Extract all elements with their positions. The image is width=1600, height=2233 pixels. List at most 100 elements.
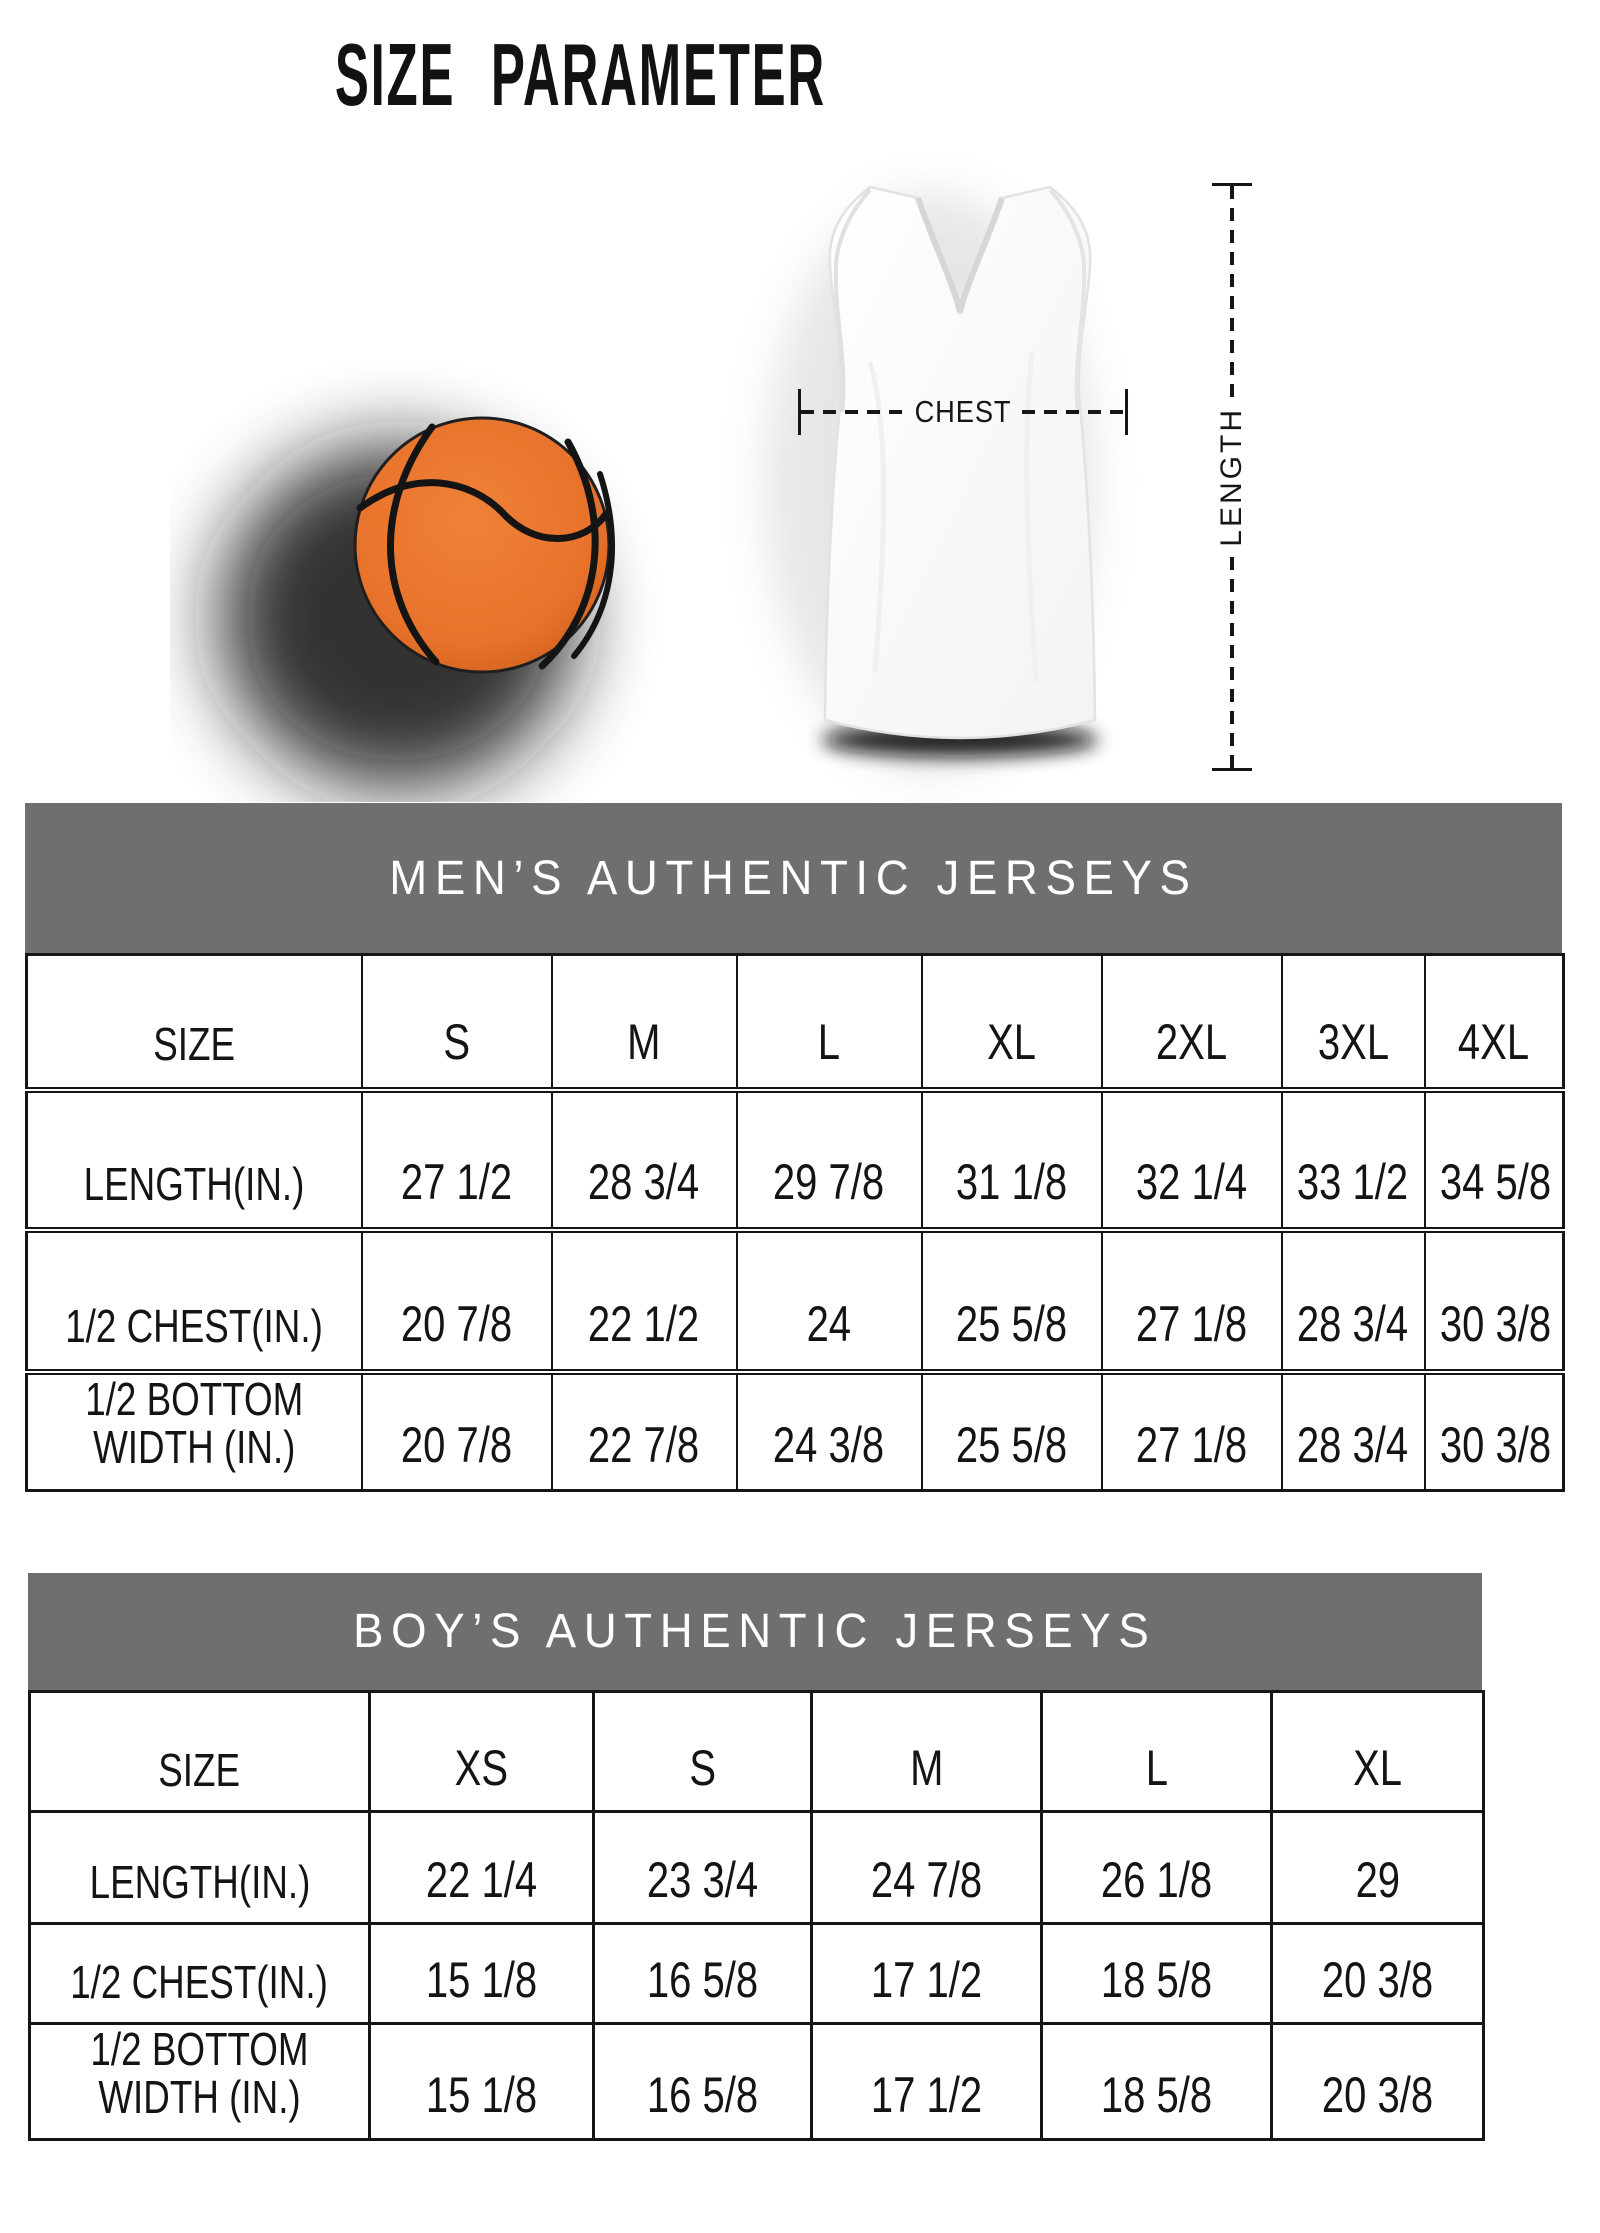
boys-size-header-row: SIZE XS S M L XL: [28, 1690, 1485, 1813]
mens-row-2-value-3-text: 25 5/8: [955, 1416, 1068, 1473]
mens-row-1-value-0: 20 7/8: [360, 1226, 553, 1373]
page-title-text: SIZE PARAMETER: [334, 25, 826, 124]
mens-row-0-value-4: 32 1/4: [1100, 1086, 1283, 1231]
boys-row-1-label: 1/2 CHEST(IN.): [28, 1922, 371, 2025]
page-title: SIZE PARAMETER: [0, 24, 1160, 124]
length-top-tick: [1212, 183, 1252, 186]
length-dashed-line-top: [1230, 186, 1234, 398]
boys-size-cell-s: S: [592, 1690, 813, 1813]
length-bottom-tick: [1212, 768, 1252, 771]
boys-row-1-value-1-text: 16 5/8: [646, 1951, 759, 2008]
mens-data-row-1: 1/2 CHEST(IN.) 20 7/8 22 1/2 24 25 5/8 27 1/8…: [25, 1226, 1565, 1373]
mens-row-2-value-2-text: 24 3/8: [773, 1416, 885, 1473]
boys-row-0-label-text: LENGTH(IN.): [89, 1855, 310, 1908]
boys-row-1-value-2-text: 17 1/2: [870, 1951, 983, 2008]
boys-size-cell-l-text: L: [1145, 1739, 1168, 1796]
mens-data-row-2: 1/2 BOTTOM WIDTH (IN.) 20 7/8 22 7/8 24 3/8…: [25, 1368, 1565, 1492]
mens-size-label: SIZE: [25, 953, 363, 1091]
boys-row-1-value-2: 17 1/2: [810, 1922, 1043, 2025]
mens-row-1-value-2: 24: [735, 1226, 923, 1373]
boys-row-1-value-1: 16 5/8: [592, 1922, 813, 2025]
mens-row-2-value-4-text: 27 1/8: [1135, 1416, 1248, 1473]
boys-size-cell-xl-text: XL: [1353, 1739, 1402, 1796]
mens-row-2-value-0: 20 7/8: [360, 1368, 553, 1492]
boys-row-2-value-3-text: 18 5/8: [1100, 2067, 1213, 2124]
mens-size-table: SIZE S M L XL 2XL 3XL 4XL LENGTH(IN.) 27 1/2 28 3/…: [25, 953, 1565, 1493]
mens-row-0-value-6-text: 34 5/8: [1439, 1154, 1551, 1210]
boys-row-0-value-4: 29: [1270, 1810, 1485, 1925]
mens-row-2-value-6: 30 3/8: [1423, 1368, 1565, 1492]
boys-row-0-value-1-text: 23 3/4: [646, 1851, 759, 1908]
boys-size-cell-l: L: [1040, 1690, 1273, 1813]
mens-banner-title: MEN’S AUTHENTIC JERSEYS: [389, 851, 1198, 905]
mens-size-label-text: SIZE: [153, 1018, 236, 1071]
boys-row-2-value-2-text: 17 1/2: [870, 2067, 983, 2124]
mens-row-0-value-0: 27 1/2: [360, 1086, 553, 1231]
boys-row-1-value-0-text: 15 1/8: [425, 1951, 538, 2008]
length-dimension-line: LENGTH: [1210, 183, 1254, 771]
mens-size-cell-2xl: 2XL: [1100, 953, 1283, 1091]
chest-label: CHEST: [914, 394, 1012, 429]
boys-size-table-grid: SIZE XS S M L XL LENGTH(IN.) 22 1/4 23 3/4 24 7/8…: [28, 1690, 1485, 2141]
mens-size-table-grid: SIZE S M L XL 2XL 3XL 4XL LENGTH(IN.) 27 1/2 28 3/…: [25, 953, 1565, 1493]
jersey-and-basketball-illustration: [220, 185, 1098, 789]
chest-dimension-line: CHEST: [798, 389, 1129, 435]
mens-size-cell-3xl-text: 3XL: [1317, 1014, 1389, 1070]
length-label: LENGTH: [1215, 407, 1248, 547]
mens-row-0-value-2: 29 7/8: [735, 1086, 923, 1231]
boys-banner-title: BOY’S AUTHENTIC JERSEYS: [353, 1605, 1157, 1658]
basketball-icon: [353, 416, 615, 674]
boys-row-0-value-0: 22 1/4: [368, 1810, 595, 1925]
boys-size-cell-s-text: S: [689, 1739, 716, 1796]
boys-row-0-value-3: 26 1/8: [1040, 1810, 1273, 1925]
mens-row-1-value-6-text: 30 3/8: [1439, 1296, 1551, 1352]
boys-row-2-value-1-text: 16 5/8: [646, 2067, 759, 2124]
jersey-icon: [823, 185, 1097, 740]
boys-row-0-value-2-text: 24 7/8: [870, 1851, 983, 1908]
mens-row-1-value-5: 28 3/4: [1280, 1226, 1426, 1373]
boys-row-2-value-0-text: 15 1/8: [425, 2067, 538, 2124]
mens-size-cell-m: M: [550, 953, 738, 1091]
boys-row-1-value-3: 18 5/8: [1040, 1922, 1273, 2025]
mens-size-cell-s: S: [360, 953, 553, 1091]
mens-row-0-value-6: 34 5/8: [1423, 1086, 1565, 1231]
mens-row-0-value-2-text: 29 7/8: [773, 1154, 885, 1210]
boys-size-cell-xs-text: XS: [454, 1739, 509, 1796]
mens-row-1-value-3-text: 25 5/8: [955, 1296, 1068, 1352]
mens-size-cell-4xl: 4XL: [1423, 953, 1565, 1091]
boys-row-0-value-3-text: 26 1/8: [1100, 1851, 1213, 1908]
boys-size-cell-xs: XS: [368, 1690, 595, 1813]
boys-size-label-text: SIZE: [158, 1743, 241, 1796]
boys-row-0-value-4-text: 29: [1355, 1851, 1400, 1908]
mens-table-banner: MEN’S AUTHENTIC JERSEYS: [25, 803, 1562, 953]
boys-row-1-value-4: 20 3/8: [1270, 1922, 1485, 2025]
boys-size-table: SIZE XS S M L XL LENGTH(IN.) 22 1/4 23 3/4 24 7/8…: [28, 1690, 1485, 2141]
mens-row-1-value-0-text: 20 7/8: [400, 1296, 513, 1352]
boys-size-cell-m-text: M: [909, 1739, 944, 1796]
mens-row-1-value-1: 22 1/2: [550, 1226, 738, 1373]
boys-row-2-value-0: 15 1/8: [368, 2022, 595, 2141]
boys-row-2-value-2: 17 1/2: [810, 2022, 1043, 2141]
boys-row-0-value-1: 23 3/4: [592, 1810, 813, 1925]
mens-size-cell-4xl-text: 4XL: [1458, 1014, 1530, 1070]
length-dashed-line-bottom: [1230, 556, 1234, 768]
mens-size-cell-3xl: 3XL: [1280, 953, 1426, 1091]
mens-size-header-row: SIZE S M L XL 2XL 3XL 4XL: [25, 953, 1565, 1091]
boys-row-1-value-0: 15 1/8: [368, 1922, 595, 2025]
boys-data-row-0: LENGTH(IN.) 22 1/4 23 3/4 24 7/8 26 1/8 29: [28, 1810, 1485, 1925]
mens-row-2-value-1: 22 7/8: [550, 1368, 738, 1492]
mens-row-0-value-5-text: 33 1/2: [1297, 1154, 1409, 1210]
mens-row-0-label-text: LENGTH(IN.): [83, 1158, 305, 1211]
mens-size-cell-s-text: S: [443, 1014, 470, 1070]
mens-data-row-0: LENGTH(IN.) 27 1/2 28 3/4 29 7/8 31 1/8 32 1/…: [25, 1086, 1565, 1231]
mens-row-0-label: LENGTH(IN.): [25, 1086, 363, 1231]
chest-dashed-line-right: [1022, 410, 1126, 414]
mens-size-cell-xl: XL: [920, 953, 1103, 1091]
mens-size-cell-2xl-text: 2XL: [1155, 1014, 1228, 1070]
mens-row-0-value-1-text: 28 3/4: [588, 1154, 700, 1210]
chest-right-tick: [1125, 389, 1129, 435]
mens-size-cell-xl-text: XL: [987, 1014, 1036, 1070]
mens-row-1-value-6: 30 3/8: [1423, 1226, 1565, 1373]
boys-row-2-label-text: 1/2 BOTTOM WIDTH (IN.): [90, 2023, 309, 2124]
mens-row-1-value-4: 27 1/8: [1100, 1226, 1283, 1373]
